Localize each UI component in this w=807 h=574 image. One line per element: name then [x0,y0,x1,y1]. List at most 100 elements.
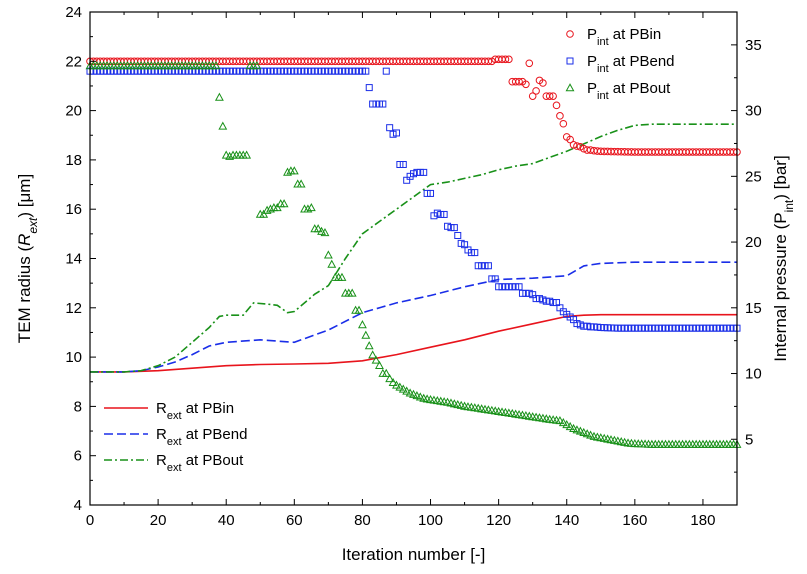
data-point [337,272,347,281]
legend-marker-label: Pint at PBout [587,80,671,102]
data-point [347,288,357,297]
data-point [556,112,564,120]
x-tick-label: 140 [554,512,579,529]
data-point [532,87,540,95]
legend-subscript: int [597,36,609,48]
line-series-3 [90,123,737,373]
data-point [573,142,581,150]
data-point [283,167,292,176]
y-left-tick-label: 6 [74,448,82,465]
y-right-title-subscript: int [782,199,796,212]
data-point [214,92,224,101]
y-left-tick-label: 24 [65,4,82,21]
data-point [364,341,374,350]
legend-rest: at PBout [609,80,672,97]
legend-symbol: R [156,452,167,469]
data-point [259,209,269,218]
legend-marker-swatch [566,57,574,65]
data-point [484,57,493,66]
data-point [368,350,378,359]
axes-layer: 0 20 40 60 80 100 120 140 160 180 4 6 8 10 12 14 16 18 20 2… [65,4,761,529]
y-right-tick-label: 5 [745,431,753,448]
legend-subscript: int [597,90,609,102]
legend-marker-swatch [566,30,574,38]
legend-symbol: P [587,26,597,43]
legend-line-label: Rext at PBout [156,452,244,474]
y-right-tick-label: 25 [745,168,762,185]
x-tick-label: 40 [218,512,235,529]
legend-marker-label: Pint at PBin [587,26,661,48]
data-point [552,101,561,110]
data-point [450,224,458,232]
legend-marker-label: Pint at PBend [587,53,675,75]
data-point [266,204,275,213]
data-point [211,61,221,70]
x-tick-label: 100 [418,512,443,529]
y-right-title-part: Internal pressure (P [771,212,790,361]
series-layer [85,55,742,448]
data-point [558,417,568,427]
data-point [566,135,574,144]
y-right-title-unit: ) [bar] [771,155,790,199]
y-right-tick-label: 35 [745,37,762,54]
legend-rest: at PBin [609,26,662,43]
data-point [569,140,578,149]
x-tick-label: 80 [354,512,371,529]
data-point [555,416,565,425]
marker-series-3 [85,61,742,448]
legend-symbol: R [156,426,167,443]
data-point [398,384,408,393]
data-point [361,330,371,339]
y-left-tick-label: 10 [65,349,82,366]
legend-subscript: int [597,63,609,75]
data-point [379,100,387,108]
y-right-tick-label: 30 [745,103,762,120]
data-point [388,377,398,387]
data-point [562,419,572,429]
data-point [320,228,330,237]
data-point [371,355,381,364]
legend-symbol: P [587,53,597,70]
data-point [354,305,364,314]
data-point [375,360,384,369]
y-left-title-subscript: ext [26,217,40,234]
x-tick-label: 180 [690,512,715,529]
data-point [515,77,523,86]
data-point [381,368,391,377]
data-point [454,231,462,239]
data-point [420,168,428,176]
x-tick-label: 20 [150,512,167,529]
data-point [505,55,513,64]
data-point [522,80,530,89]
y-left-tick-label: 20 [65,103,82,120]
data-point [242,150,252,159]
y-left-title-symbol: R [15,234,34,246]
data-point [402,386,412,395]
legend-subscript: ext [167,410,182,422]
data-point [501,55,510,64]
data-point [440,210,448,218]
data-point [323,250,333,259]
x-tick-label: 160 [622,512,647,529]
data-point [327,259,337,268]
y-right-tick-label: 20 [745,234,762,251]
data-point [289,166,299,175]
x-axis-title: Iteration number [-] [342,545,486,564]
y-axis-left-title: TEM radius (Rext) [μm] [15,174,40,343]
data-point [515,283,523,291]
data-point [303,204,313,213]
y-left-tick-label: 18 [65,152,82,169]
y-left-tick-label: 12 [65,300,82,317]
legend-subscript: ext [167,436,182,448]
legend-rest: at PBend [609,53,675,70]
y-left-tick-label: 22 [65,53,82,70]
data-point [427,189,435,197]
x-tick-label: 0 [86,512,94,529]
y-left-title-unit: ) [μm] [15,174,34,218]
data-point [362,67,370,75]
data-point [252,61,262,70]
data-point [399,161,407,169]
data-point [279,199,289,208]
